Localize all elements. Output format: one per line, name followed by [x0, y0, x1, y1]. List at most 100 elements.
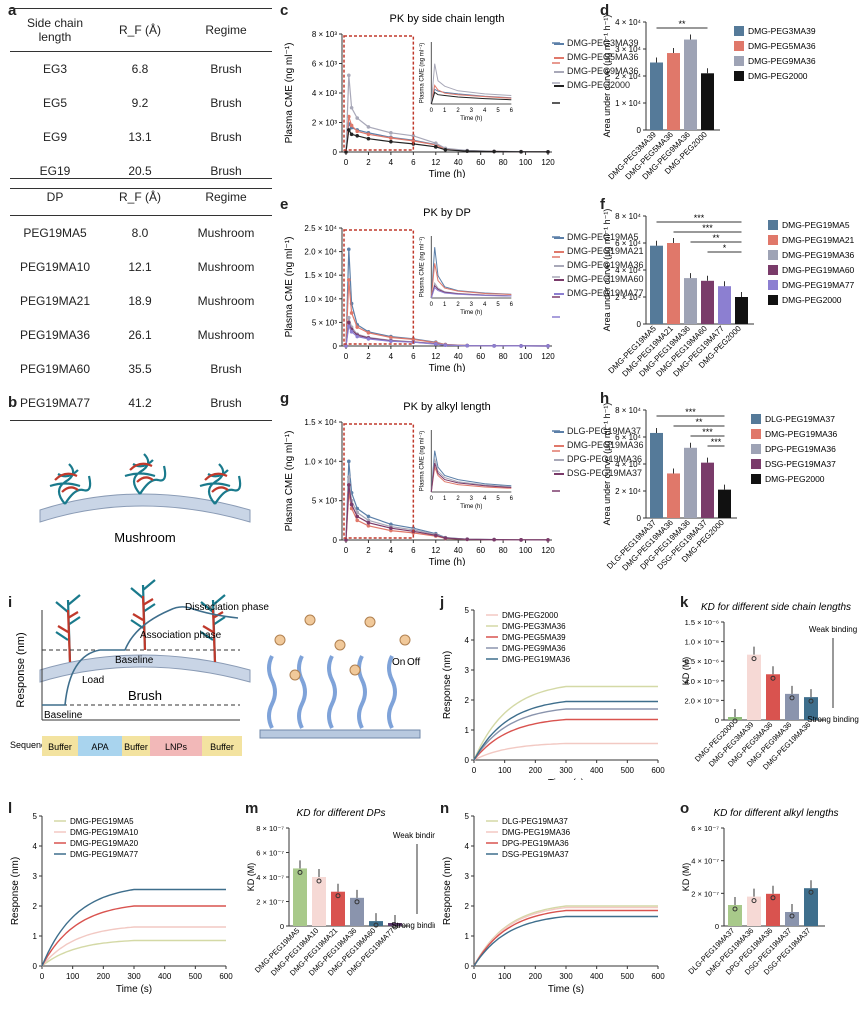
sensor-surface	[259, 729, 421, 739]
x-tick-label: 80	[499, 546, 508, 555]
y-tick-label: 1.0 × 10⁴	[304, 295, 337, 304]
annotation-strong-binding: Strong binding	[807, 715, 859, 724]
inset-x-tick-label: 2	[456, 496, 460, 502]
bar	[735, 297, 748, 324]
inset-series-line	[430, 88, 512, 105]
legend-text: DMG-PEG19MA21	[782, 235, 855, 245]
panel-label-c: c	[280, 2, 289, 19]
inset-series-line	[430, 465, 512, 493]
data-point	[492, 537, 496, 542]
response-curve	[41, 939, 226, 967]
data-point	[349, 123, 354, 128]
legend-marker	[554, 84, 564, 87]
cell-rf: 8.0	[131, 226, 149, 240]
y-tick-label: 0	[637, 320, 642, 329]
significance-label: ***	[694, 213, 705, 223]
replicate-point	[808, 889, 814, 895]
legend-entry: DMG-PEG2000	[554, 80, 630, 90]
bar	[650, 62, 663, 130]
x-axis-label: Time (h)	[429, 169, 466, 178]
mushroom-label: Mushroom	[114, 530, 175, 545]
legend-text: DMG-PEG3MA39	[567, 38, 639, 48]
data-point	[355, 116, 360, 120]
significance-label: ***	[685, 407, 696, 417]
table-header: R_F (Å)	[119, 23, 161, 37]
legend-entry: DMG-PEG19MA21	[554, 246, 644, 256]
bli-probe-illustration: On Off	[259, 614, 421, 739]
label-baseline: Baseline	[44, 710, 83, 721]
chart-title: KD for different alkyl lengths	[713, 808, 838, 819]
lnp-particle	[349, 664, 361, 676]
inset-series-line	[430, 63, 512, 105]
legend-entry: DMG-PEG3MA39	[554, 38, 639, 48]
legend-text: DPG-PEG19MA36	[765, 444, 836, 454]
response-curve	[41, 905, 226, 967]
series-line	[345, 324, 549, 347]
cell-rf: 12.1	[128, 260, 152, 274]
y-tick-label: 1.5 × 10⁴	[304, 418, 337, 427]
x-tick-label: 200	[529, 766, 543, 775]
table-row: EG19 20.5 Brush	[10, 154, 272, 189]
table-header: Side chain length	[26, 16, 84, 44]
x-axis-label: Time (h)	[429, 363, 466, 372]
x-tick-label: 300	[127, 972, 141, 981]
data-point	[492, 344, 496, 348]
sequence-segment	[202, 736, 242, 756]
y-tick-label: 6 × 10⁻⁷	[256, 849, 284, 858]
chart-title: KD for different side chain lengths	[701, 602, 851, 613]
data-point	[355, 334, 360, 339]
brush-chains	[55, 579, 226, 663]
significance-label: ***	[711, 437, 722, 447]
response-ylabel: Response (nm)	[15, 632, 27, 707]
legend-marker	[554, 236, 564, 239]
response-curve	[473, 915, 658, 967]
cell-regime: Mushroom	[197, 294, 255, 308]
sequence-segment-label: Buffer	[48, 742, 72, 752]
legend-swatch	[768, 220, 778, 230]
chart-title: KD for different DPs	[297, 808, 386, 819]
y-tick-label: 4	[465, 842, 470, 851]
bar	[312, 877, 326, 926]
panel-label-l: l	[8, 800, 13, 817]
inset-x-tick-label: 4	[483, 496, 487, 502]
zoom-box	[343, 423, 415, 539]
x-tick-label: 0	[472, 972, 477, 981]
x-tick-label: 100	[519, 352, 533, 361]
y-axis-label: Plasma CME (ng ml⁻¹)	[284, 237, 295, 338]
legend-text: DMG-PEG9MA36	[567, 66, 639, 76]
panel-label-a: a	[8, 2, 17, 19]
series-line	[345, 317, 549, 347]
bar	[667, 473, 680, 518]
chart-o: KD for different alkyl lengths 0 2 × 10⁻⁷ 4…	[681, 808, 839, 978]
label-baseline-2: Baseline	[115, 655, 154, 666]
data-point	[347, 459, 351, 464]
y-tick-label: 2.0 × 10⁴	[304, 248, 337, 257]
x-tick-label: 100	[519, 158, 533, 167]
legend-text: DMG-PEG19MA77	[782, 280, 855, 290]
legend-marker	[554, 56, 564, 59]
y-tick-label: 1.5 × 10⁻⁶	[685, 618, 719, 627]
data-point	[366, 524, 371, 528]
sequence-bar: Buffer APA Buffer LNPs Buffer	[42, 736, 242, 756]
panel-label-j: j	[440, 594, 445, 611]
x-tick-label: 600	[651, 972, 665, 981]
inset-x-tick-label: 6	[510, 108, 514, 114]
significance-label: **	[695, 417, 703, 427]
x-tick-label: 0	[344, 352, 349, 361]
x-axis-label: Time (s)	[116, 984, 152, 995]
data-point	[519, 538, 523, 542]
label-load: Load	[82, 675, 104, 686]
cell-regime: Brush	[210, 396, 242, 410]
annotation-weak-binding: Weak binding	[809, 625, 857, 634]
inset-y-label: Plasma CME (ng ml⁻¹)	[419, 431, 425, 492]
response-curve	[473, 742, 658, 761]
inset-x-tick-label: 3	[470, 108, 474, 114]
y-tick-label: 3	[465, 666, 470, 675]
data-point	[389, 526, 393, 530]
legend-entry: DMG-PEG9MA36	[554, 66, 639, 76]
replicate-point	[373, 922, 379, 928]
x-tick-label: 100	[66, 972, 80, 981]
data-point	[366, 337, 371, 341]
x-tick-label: 4	[389, 546, 394, 555]
label-off: Off	[407, 657, 420, 668]
